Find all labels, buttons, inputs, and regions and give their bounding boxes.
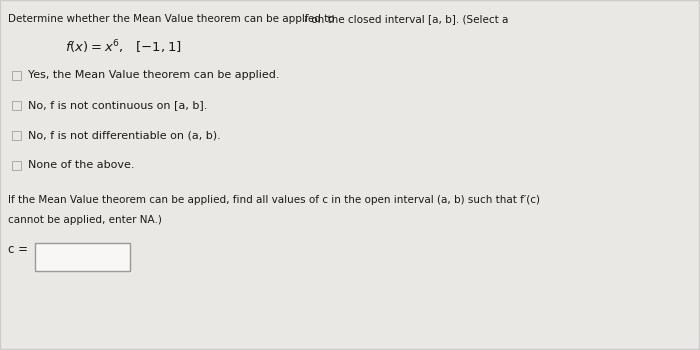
Bar — [35, 243, 130, 271]
Text: No, f is not continuous on [a, b].: No, f is not continuous on [a, b]. — [28, 100, 207, 110]
Bar — [12, 71, 21, 80]
Text: If the Mean Value theorem can be applied, find all values of c in the open inter: If the Mean Value theorem can be applied… — [8, 195, 540, 205]
Bar — [12, 131, 21, 140]
Bar — [12, 161, 21, 170]
Bar — [12, 101, 21, 110]
Text: None of the above.: None of the above. — [28, 160, 134, 170]
Text: on the closed interval [a, b]. (Select a: on the closed interval [a, b]. (Select a — [308, 14, 508, 24]
Text: $\mathit{f}(x) = x^6$,   $[-1, 1]$: $\mathit{f}(x) = x^6$, $[-1, 1]$ — [65, 38, 182, 56]
Text: cannot be applied, enter NA.): cannot be applied, enter NA.) — [8, 215, 162, 225]
Text: Determine whether the Mean Value theorem can be applied to: Determine whether the Mean Value theorem… — [8, 14, 338, 24]
Text: f: f — [303, 14, 307, 24]
Text: c =: c = — [8, 243, 28, 256]
Text: No, f is not differentiable on (a, b).: No, f is not differentiable on (a, b). — [28, 130, 221, 140]
Text: Yes, the Mean Value theorem can be applied.: Yes, the Mean Value theorem can be appli… — [28, 70, 279, 80]
